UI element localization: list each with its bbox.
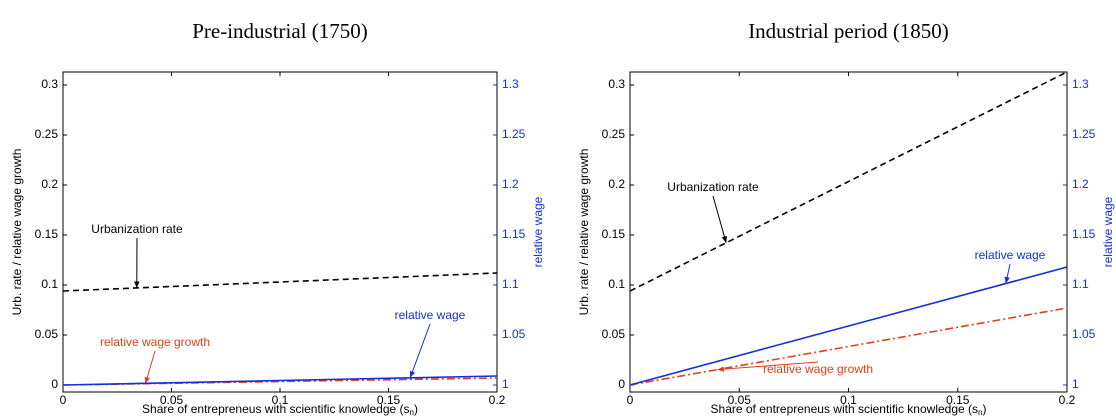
y2-tick-label: 1.05 [502,327,526,341]
x-label-suffix: ) [414,402,418,416]
annotation-arrow [717,361,819,371]
y2-tick-label: 1.25 [1072,127,1096,141]
x-label-subscript: n [978,408,982,416]
x-label-subscript: n [410,408,414,416]
y-tick-label: 0.15 [602,227,626,241]
x-label-text: Share of entrepreneus with scientific kn… [711,402,978,416]
y-tick-label: 0 [618,377,625,391]
y2-tick-label: 1.2 [1072,177,1089,191]
y-axis-label: Urb. rate / relative wage growth [577,149,591,316]
x-tick-label: 0.1 [272,393,289,407]
x-tick-label: 0.1 [840,393,857,407]
y2-tick-label: 1.3 [502,77,519,91]
series-annotation: Urbanization rate [91,222,183,236]
y2-tick-label: 1.15 [1072,227,1096,241]
x-label-text: Share of entrepreneus with scientific kn… [142,402,409,416]
series-annotation: relative wage [975,248,1046,262]
arrow-head [409,370,415,378]
y2-tick-label: 1 [502,377,509,391]
y-tick-label: 0.3 [41,77,58,91]
y-tick-label: 0.25 [35,127,59,141]
y-tick-label: 0.3 [608,77,625,91]
y2-tick-label: 1.3 [1072,77,1089,91]
x-axis-label: Share of entrepreneus with scientific kn… [142,402,418,416]
y-tick-label: 0.1 [608,277,625,291]
series-line [630,72,1067,292]
y2-tick-label: 1.1 [1072,277,1089,291]
chart-title: Pre-industrial (1750) [192,19,368,43]
annotation-arrow [712,195,727,243]
y-tick-label: 0.05 [35,327,59,341]
y2-tick-label: 1.15 [502,227,526,241]
y2-axis-label: relative wage [1101,196,1115,267]
series-annotation: relative wage [395,308,466,322]
x-tick-label: 0.2 [489,393,506,407]
arrow-head [717,366,725,372]
series-line [630,266,1067,386]
x-tick-label: 0.05 [160,393,184,407]
plot-frame [629,71,1068,393]
y-tick-label: 0.25 [602,127,626,141]
y2-tick-label: 1.05 [1072,327,1096,341]
series-annotation: relative wage growth [100,335,210,349]
chart-title: Industrial period (1850) [748,19,949,43]
x-tick-label: 0.15 [946,393,970,407]
y2-tick-label: 1.1 [502,277,519,291]
arrow-head [1004,276,1010,284]
x-tick-label: 0 [60,393,67,407]
x-tick-label: 0.05 [728,393,752,407]
x-tick-label: 0.15 [377,393,401,407]
annotation-arrow [409,323,431,378]
y-axis-label: Urb. rate / relative wage growth [10,149,24,316]
y-tick-label: 0.1 [41,277,58,291]
arrow-head [144,376,150,384]
x-tick-label: 0 [627,393,634,407]
series-line [63,375,497,386]
series-annotation: Urbanization rate [667,180,759,194]
series-annotation: relative wage growth [763,362,873,376]
y2-axis-label: relative wage [531,196,545,267]
y-tick-label: 0.2 [41,177,58,191]
series-line [63,272,497,292]
arrow-head [134,281,140,288]
y-tick-label: 0.2 [608,177,625,191]
y-tick-label: 0 [51,377,58,391]
y2-tick-label: 1 [1072,377,1079,391]
x-tick-label: 0.2 [1059,393,1076,407]
y-tick-label: 0.05 [602,327,626,341]
y2-tick-label: 1.25 [502,127,526,141]
arrow-head [721,235,728,243]
series-line [630,307,1067,386]
x-axis-label: Share of entrepreneus with scientific kn… [711,402,987,416]
y-tick-label: 0.15 [35,227,59,241]
y2-tick-label: 1.2 [502,177,519,191]
x-label-suffix: ) [982,402,986,416]
